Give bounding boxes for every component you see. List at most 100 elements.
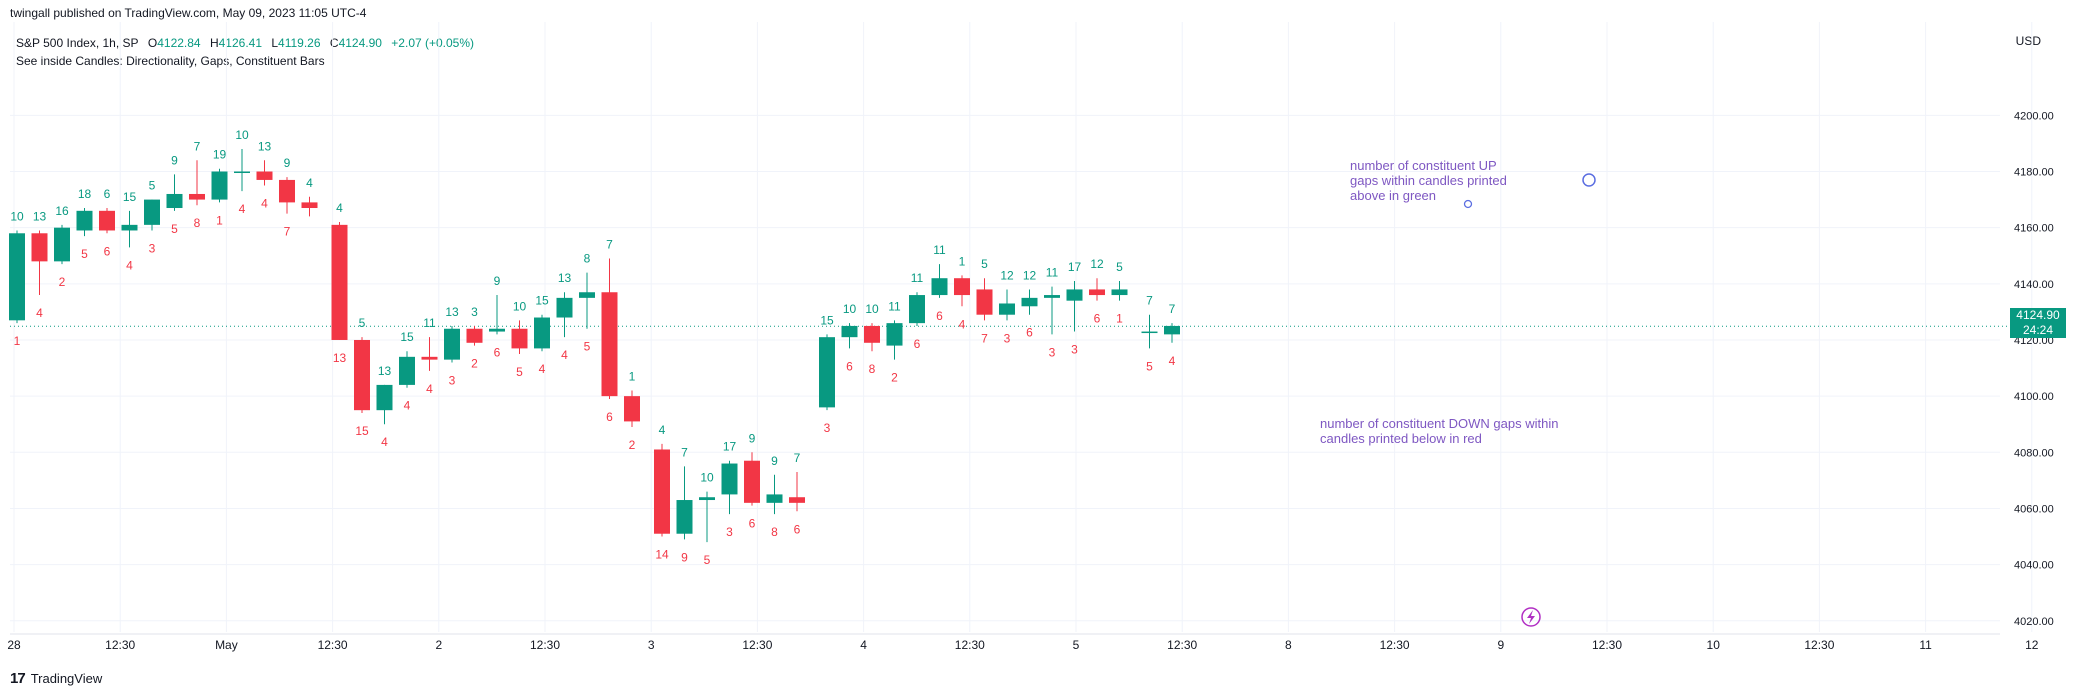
candle-body[interactable] xyxy=(121,224,138,231)
candle-body[interactable] xyxy=(31,233,48,262)
candle-body[interactable] xyxy=(331,224,348,340)
candle-body[interactable] xyxy=(721,463,738,495)
x-tick-label: 4 xyxy=(860,638,867,652)
candle-body[interactable] xyxy=(601,292,618,397)
down-gap-count: 4 xyxy=(959,317,966,331)
candle-body[interactable] xyxy=(744,460,760,503)
footer-brand[interactable]: 17 TradingView xyxy=(10,670,102,687)
symbol-title[interactable]: S&P 500 Index, 1h, SP xyxy=(16,36,139,50)
last-price-badge: 4124.90 24:24 xyxy=(2010,308,2066,338)
up-gap-count: 13 xyxy=(378,364,392,378)
y-tick-label: 4080.00 xyxy=(2014,447,2054,459)
down-gap-count: 3 xyxy=(1071,343,1078,357)
down-gap-count: 1 xyxy=(14,334,21,348)
down-gap-count: 5 xyxy=(81,247,88,261)
candle-body[interactable] xyxy=(1111,289,1128,296)
candle-body[interactable] xyxy=(1044,295,1060,298)
x-tick-label: 12:30 xyxy=(1592,638,1622,652)
candle-body[interactable] xyxy=(144,199,160,225)
candle-body[interactable] xyxy=(421,356,438,360)
up-gap-count: 5 xyxy=(1116,260,1123,274)
down-gap-count: 7 xyxy=(284,225,291,239)
candle-body[interactable] xyxy=(931,278,948,296)
candle-body[interactable] xyxy=(279,179,295,203)
candle-body[interactable] xyxy=(1141,331,1158,334)
annotation-marker-icon[interactable] xyxy=(1582,173,1596,187)
candle-body[interactable] xyxy=(301,202,318,209)
candle-body[interactable] xyxy=(579,292,595,298)
up-gap-count: 7 xyxy=(194,139,201,153)
candle-body[interactable] xyxy=(1089,289,1105,296)
x-tick-label: 12:30 xyxy=(1167,638,1197,652)
candle-body[interactable] xyxy=(76,210,93,231)
candle-body[interactable] xyxy=(1066,289,1083,301)
candle-body[interactable] xyxy=(234,171,250,174)
candle-body[interactable] xyxy=(166,193,183,209)
annotation-dot-icon[interactable] xyxy=(1463,199,1473,209)
up-gap-count: 9 xyxy=(171,153,178,167)
candle-body[interactable] xyxy=(444,328,460,360)
candle-body[interactable] xyxy=(354,339,370,411)
up-gap-count: 12 xyxy=(1090,257,1104,271)
x-tick-label: 12:30 xyxy=(105,638,135,652)
x-tick-label: 3 xyxy=(648,638,655,652)
up-gap-count: 7 xyxy=(1146,294,1153,308)
candle-body[interactable] xyxy=(9,233,25,321)
down-gap-count: 8 xyxy=(194,216,201,230)
y-tick-label: 4040.00 xyxy=(2014,560,2054,572)
down-gap-count: 6 xyxy=(794,522,801,536)
candle-body[interactable] xyxy=(864,325,880,343)
up-gap-count: 5 xyxy=(149,179,156,193)
open-value: 4122.84 xyxy=(157,36,201,50)
candle-body[interactable] xyxy=(99,210,115,231)
candle-body[interactable] xyxy=(976,289,993,315)
down-gap-count: 3 xyxy=(1049,345,1056,359)
up-gap-count: 18 xyxy=(78,187,92,201)
candle-body[interactable] xyxy=(654,449,670,534)
down-gap-count: 6 xyxy=(1094,312,1101,326)
candle-body[interactable] xyxy=(766,494,783,503)
gap-count-labels: 1011341621856615453957819110413497441351… xyxy=(10,128,1175,567)
candle-body[interactable] xyxy=(256,171,273,180)
candle-body[interactable] xyxy=(54,227,70,262)
candle-body[interactable] xyxy=(909,295,925,324)
down-gap-count: 8 xyxy=(869,362,876,376)
candle-body[interactable] xyxy=(376,384,393,411)
candle-body[interactable] xyxy=(466,328,483,343)
candle-body[interactable] xyxy=(399,356,415,385)
candle-body[interactable] xyxy=(954,278,970,296)
indicator-title[interactable]: See inside Candles: Directionality, Gaps… xyxy=(16,54,325,68)
candle-body[interactable] xyxy=(676,500,693,534)
down-gap-count: 4 xyxy=(36,306,43,320)
x-tick-label: 9 xyxy=(1497,638,1504,652)
candle-body[interactable] xyxy=(1164,325,1180,335)
candle-body[interactable] xyxy=(1021,297,1038,307)
up-gap-count: 11 xyxy=(911,271,924,285)
candle-body[interactable] xyxy=(211,171,228,200)
y-tick-label: 4200.00 xyxy=(2014,110,2054,122)
up-gap-count: 11 xyxy=(1046,266,1059,280)
candle-body[interactable] xyxy=(789,497,805,503)
up-gap-count: 17 xyxy=(1068,260,1082,274)
candle-body[interactable] xyxy=(189,193,205,200)
x-tick-label: 12:30 xyxy=(1380,638,1410,652)
candle-body[interactable] xyxy=(511,328,528,349)
down-gap-count: 5 xyxy=(1146,359,1153,373)
lightning-icon[interactable] xyxy=(1521,607,1541,627)
candle-body[interactable] xyxy=(841,325,858,338)
candle-body[interactable] xyxy=(886,323,903,346)
candle-body[interactable] xyxy=(819,337,835,408)
candle-body[interactable] xyxy=(999,303,1015,315)
candle-body[interactable] xyxy=(489,328,505,332)
x-tick-label: 11 xyxy=(1919,638,1932,652)
down-gap-count: 6 xyxy=(846,359,853,373)
candle-body[interactable] xyxy=(534,317,550,349)
down-gap-count: 3 xyxy=(149,241,156,255)
candle-body[interactable] xyxy=(699,497,715,501)
candle-body[interactable] xyxy=(624,396,640,422)
x-tick-label: 12:30 xyxy=(742,638,772,652)
y-tick-label: 4140.00 xyxy=(2014,279,2054,291)
candle-body[interactable] xyxy=(556,297,573,318)
up-gap-count: 17 xyxy=(723,440,737,454)
